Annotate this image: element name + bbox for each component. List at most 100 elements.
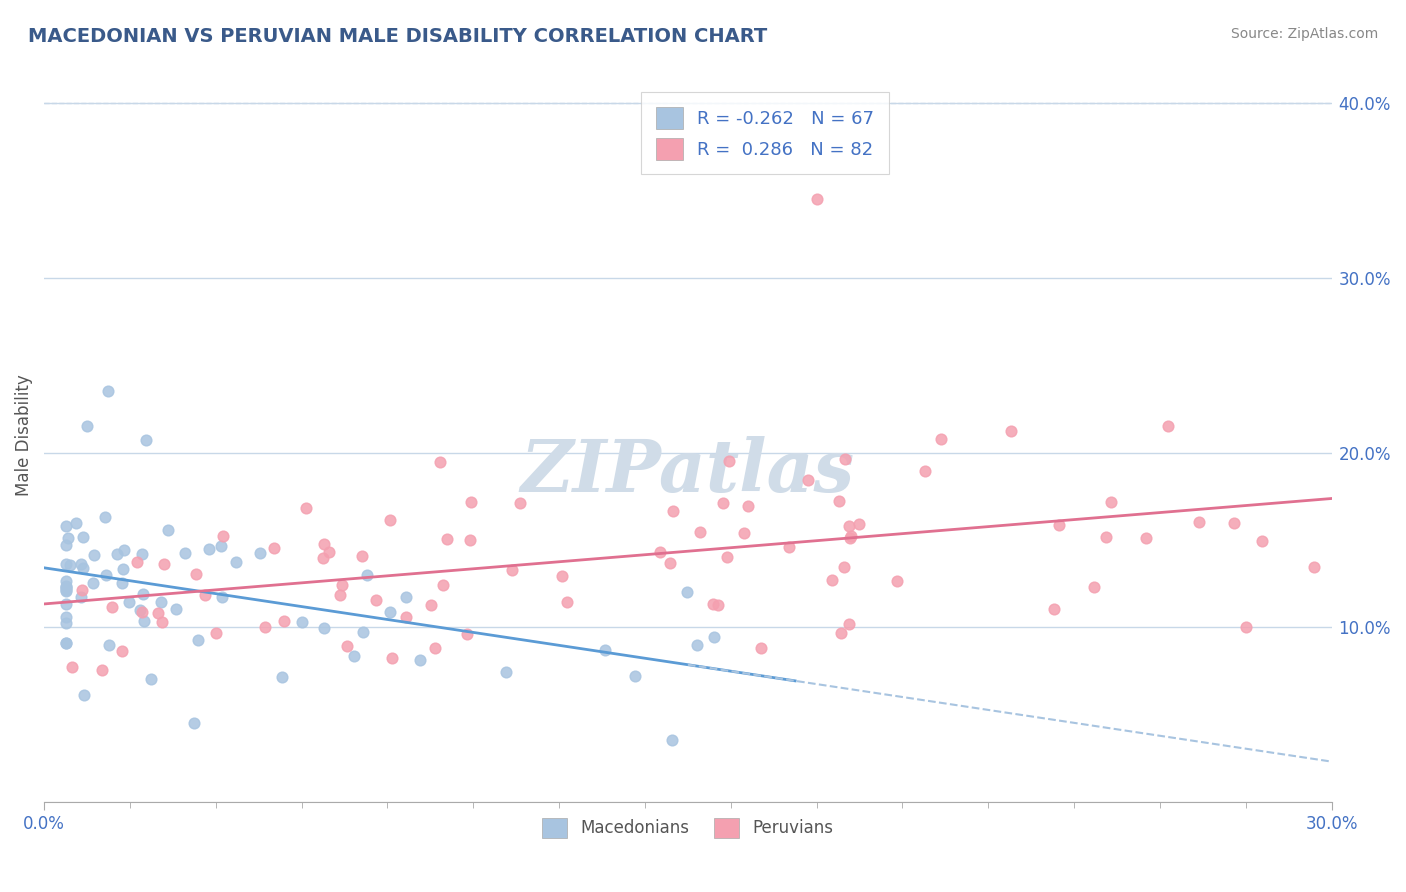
Macedonians bbox=[112, 542, 135, 557]
Macedonians bbox=[495, 665, 517, 680]
Macedonians bbox=[225, 555, 247, 569]
Macedonians bbox=[249, 546, 271, 560]
Macedonians bbox=[118, 595, 141, 609]
Peruvians bbox=[1047, 517, 1070, 532]
Peruvians bbox=[381, 651, 404, 665]
Peruvians bbox=[806, 193, 828, 207]
Macedonians bbox=[174, 546, 197, 560]
Macedonians bbox=[55, 582, 77, 597]
Macedonians bbox=[409, 653, 432, 667]
Macedonians bbox=[96, 567, 118, 582]
Text: ZIPatlas: ZIPatlas bbox=[520, 436, 855, 508]
Macedonians bbox=[76, 419, 98, 434]
Peruvians bbox=[254, 620, 277, 634]
Peruvians bbox=[689, 524, 711, 539]
Macedonians bbox=[110, 576, 132, 591]
Peruvians bbox=[1000, 424, 1022, 438]
Macedonians bbox=[291, 615, 314, 629]
Peruvians bbox=[146, 606, 169, 620]
Macedonians bbox=[55, 583, 77, 598]
Peruvians bbox=[1251, 534, 1274, 549]
Peruvians bbox=[70, 583, 93, 598]
Peruvians bbox=[838, 519, 860, 533]
Peruvians bbox=[848, 517, 870, 532]
Macedonians bbox=[703, 630, 725, 644]
Peruvians bbox=[839, 529, 862, 543]
Macedonians bbox=[132, 587, 155, 601]
Macedonians bbox=[134, 615, 156, 629]
Peruvians bbox=[716, 550, 738, 565]
Macedonians bbox=[395, 590, 418, 604]
Macedonians bbox=[59, 558, 82, 572]
Peruvians bbox=[1099, 495, 1122, 509]
Peruvians bbox=[1083, 580, 1105, 594]
Macedonians bbox=[595, 643, 617, 657]
Peruvians bbox=[329, 588, 352, 602]
Peruvians bbox=[662, 504, 685, 518]
Peruvians bbox=[432, 578, 454, 592]
Peruvians bbox=[834, 452, 856, 467]
Macedonians bbox=[129, 603, 152, 617]
Peruvians bbox=[273, 614, 295, 628]
Macedonians bbox=[55, 610, 77, 624]
Peruvians bbox=[555, 595, 578, 609]
Peruvians bbox=[295, 501, 318, 516]
Macedonians bbox=[156, 523, 179, 537]
Peruvians bbox=[929, 433, 952, 447]
Peruvians bbox=[733, 525, 755, 540]
Macedonians bbox=[72, 561, 94, 575]
Macedonians bbox=[661, 732, 683, 747]
Macedonians bbox=[55, 615, 77, 630]
Peruvians bbox=[330, 577, 353, 591]
Peruvians bbox=[153, 557, 176, 571]
Peruvians bbox=[91, 663, 114, 677]
Peruvians bbox=[263, 541, 285, 556]
Peruvians bbox=[131, 605, 153, 619]
Macedonians bbox=[55, 635, 77, 649]
Macedonians bbox=[378, 606, 401, 620]
Macedonians bbox=[141, 673, 163, 687]
Macedonians bbox=[55, 579, 77, 593]
Peruvians bbox=[204, 626, 226, 640]
Peruvians bbox=[509, 496, 531, 510]
Peruvians bbox=[702, 597, 724, 611]
Macedonians bbox=[83, 549, 105, 563]
Macedonians bbox=[676, 585, 699, 599]
Peruvians bbox=[1303, 560, 1326, 574]
Macedonians bbox=[107, 547, 129, 561]
Macedonians bbox=[111, 562, 134, 576]
Macedonians bbox=[55, 557, 77, 571]
Macedonians bbox=[70, 558, 93, 572]
Peruvians bbox=[1188, 515, 1211, 529]
Macedonians bbox=[356, 568, 378, 582]
Peruvians bbox=[456, 627, 478, 641]
Peruvians bbox=[395, 610, 418, 624]
Peruvians bbox=[312, 551, 335, 566]
Peruvians bbox=[707, 599, 730, 613]
Peruvians bbox=[1157, 418, 1180, 433]
Y-axis label: Male Disability: Male Disability bbox=[15, 374, 32, 496]
Peruvians bbox=[111, 644, 134, 658]
Peruvians bbox=[352, 549, 374, 563]
Peruvians bbox=[1223, 516, 1246, 530]
Peruvians bbox=[186, 567, 208, 582]
Peruvians bbox=[1234, 620, 1257, 634]
Macedonians bbox=[70, 590, 93, 604]
Macedonians bbox=[94, 509, 117, 524]
Macedonians bbox=[187, 633, 209, 648]
Peruvians bbox=[551, 569, 574, 583]
Peruvians bbox=[830, 626, 852, 640]
Peruvians bbox=[718, 454, 741, 468]
Macedonians bbox=[97, 384, 120, 399]
Macedonians bbox=[149, 594, 172, 608]
Peruvians bbox=[364, 593, 387, 607]
Macedonians bbox=[343, 648, 366, 663]
Peruvians bbox=[318, 545, 340, 559]
Macedonians bbox=[55, 580, 77, 594]
Macedonians bbox=[56, 531, 79, 545]
Peruvians bbox=[312, 537, 335, 551]
Peruvians bbox=[821, 573, 844, 587]
Peruvians bbox=[419, 599, 441, 613]
Peruvians bbox=[778, 540, 800, 554]
Peruvians bbox=[425, 640, 447, 655]
